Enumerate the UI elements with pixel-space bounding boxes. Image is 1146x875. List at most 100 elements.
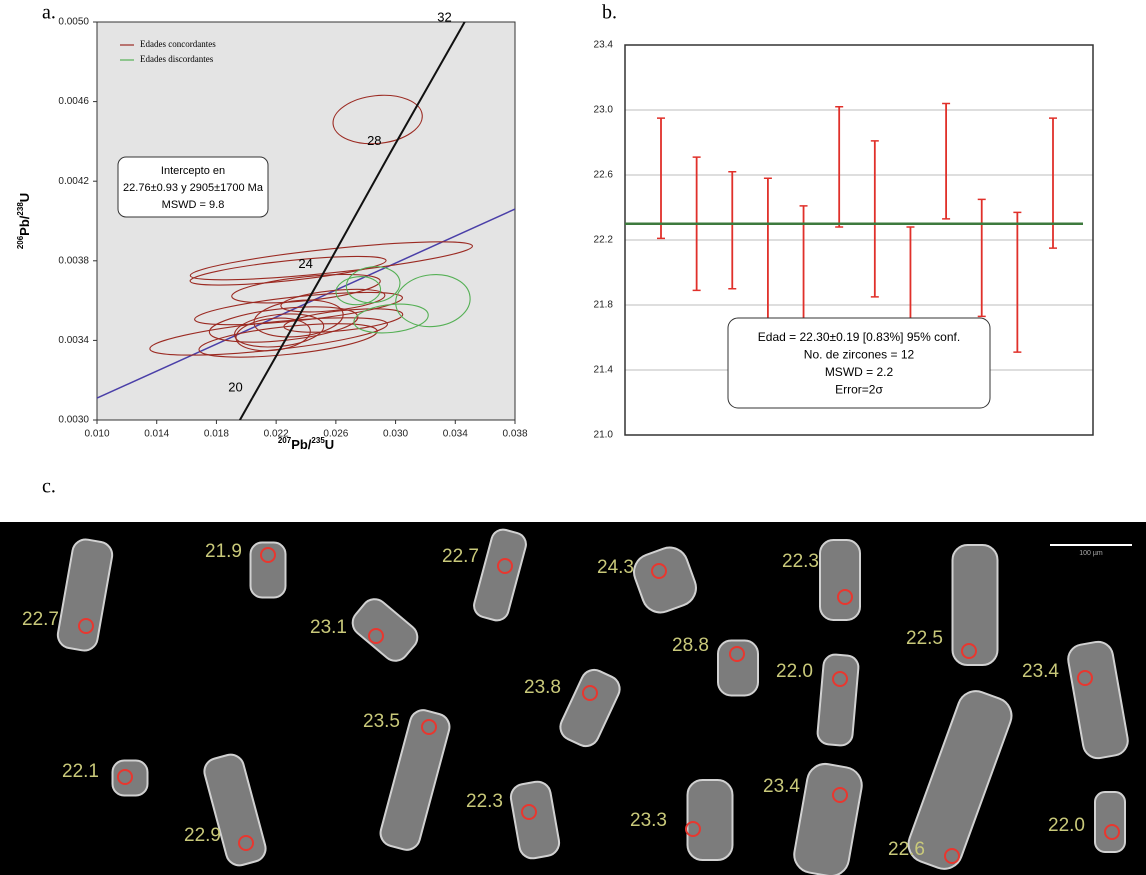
error-ellipse	[332, 94, 423, 145]
x-tick-label: 0.022	[264, 429, 289, 440]
spot-age-label: 22.1	[62, 761, 99, 782]
analysis-spot	[837, 589, 853, 605]
annotation-text: No. de zircones = 12	[804, 348, 915, 362]
error-ellipse	[283, 308, 404, 333]
error-ellipse	[189, 255, 387, 286]
y-tick-label: 23.0	[594, 105, 614, 116]
axis-label-element: Pb/	[17, 215, 32, 236]
plot-a	[97, 22, 515, 420]
spot-age-label: 22.9	[184, 825, 221, 846]
x-tick-label: 0.038	[502, 429, 527, 440]
spot-age-label: 28.8	[672, 635, 709, 656]
zircon-grain	[473, 528, 527, 622]
panel-label: c.	[42, 476, 56, 498]
legend-label: Edades discordantes	[140, 54, 214, 64]
analysis-spot	[497, 558, 513, 574]
analysis-spot	[368, 628, 384, 644]
y-tick-label: 0.0030	[58, 415, 89, 426]
analysis-spot	[78, 618, 94, 634]
y-tick-label: 23.4	[594, 40, 614, 51]
zircon-grain	[509, 780, 561, 860]
x-tick-label: 0.014	[144, 429, 169, 440]
axis-label-mass: 206	[16, 235, 25, 249]
spot-age-label: 23.3	[630, 810, 667, 831]
spot-age-label: 22.5	[906, 628, 943, 649]
panel-label: a.	[42, 2, 56, 24]
axis-label: 206Pb/238U	[16, 193, 32, 249]
error-ellipse	[198, 323, 378, 358]
spot-age-label: 22.0	[776, 661, 813, 682]
annotation-text: MSWD = 9.8	[162, 199, 225, 211]
x-tick-label: 0.026	[323, 429, 348, 440]
zircon-grain	[559, 668, 621, 748]
spot-age-label: 23.8	[524, 677, 561, 698]
legend-label: Edades concordantes	[140, 39, 216, 49]
annotation-text: 22.76±0.93 y 2905±1700 Ma	[123, 182, 264, 194]
analysis-spot	[729, 646, 745, 662]
analysis-spot	[944, 848, 960, 864]
zircon-grain	[379, 709, 451, 851]
y-tick-label: 21.8	[594, 300, 614, 311]
zircon-grain	[351, 598, 419, 662]
analysis-spot	[117, 769, 133, 785]
spot-age-label: 22.0	[1048, 815, 1085, 836]
error-ellipse	[280, 288, 386, 313]
x-tick-label: 0.010	[84, 429, 109, 440]
zircon-grain	[793, 762, 863, 875]
annotation-box	[727, 317, 991, 409]
concordia-age-label: 20	[228, 380, 242, 395]
zircon-grain	[249, 541, 287, 599]
axis-label-mass: 207	[278, 436, 292, 445]
zircon-grain	[686, 779, 734, 861]
analysis-spot	[421, 719, 437, 735]
error-ellipse	[353, 303, 429, 334]
y-tick-label: 21.4	[594, 365, 614, 376]
analysis-spot	[582, 685, 598, 701]
plot-a-background	[97, 22, 515, 420]
x-tick-label: 0.034	[443, 429, 468, 440]
spot-age-label: 22.7	[22, 609, 59, 630]
zircon-grain	[907, 690, 1013, 870]
plot-frame	[624, 44, 1094, 436]
x-tick-label: 0.018	[204, 429, 229, 440]
zircon-grain	[633, 546, 697, 614]
zircon-grain	[816, 653, 860, 747]
analysis-spot	[961, 643, 977, 659]
plot-frame	[96, 21, 516, 421]
panel-label: b.	[602, 2, 617, 24]
zircon-grain	[951, 544, 999, 666]
error-ellipse	[253, 299, 344, 338]
y-tick-label: 22.6	[594, 170, 614, 181]
axis-label-element: U	[325, 437, 334, 452]
scale-bar-label: 100 µm	[1079, 550, 1103, 557]
annotation-text: Error=2σ	[835, 383, 883, 397]
axis-label-element: Pb/	[291, 437, 312, 452]
analysis-spot	[260, 547, 276, 563]
analysis-spot	[521, 804, 537, 820]
analysis-spot	[1104, 824, 1120, 840]
spot-age-label: 23.4	[1022, 661, 1059, 682]
zircon-grain	[111, 759, 149, 797]
analysis-spot	[651, 563, 667, 579]
axis-label-element: U	[17, 193, 32, 202]
annotation-text: MSWD = 2.2	[825, 365, 894, 379]
annotation-text: Edad = 22.30±0.19 [0.83%] 95% conf.	[758, 330, 960, 344]
zircon-grain	[819, 539, 861, 621]
error-ellipse	[189, 241, 473, 281]
spot-age-label: 22.3	[466, 791, 503, 812]
annotation-text: Intercepto en	[161, 165, 225, 177]
spot-age-label: 21.9	[205, 541, 242, 562]
concordia-extension	[460, 22, 466, 29]
spot-age-label: 24.3	[597, 557, 634, 578]
y-tick-label: 22.2	[594, 235, 614, 246]
concordia-age-label: 32	[437, 9, 451, 24]
analysis-spot	[238, 835, 254, 851]
x-tick-label: 0.030	[383, 429, 408, 440]
spot-age-label: 23.4	[763, 776, 800, 797]
error-ellipse	[345, 266, 401, 304]
y-tick-label: 0.0050	[58, 17, 89, 28]
concordia-extension	[238, 397, 254, 420]
axis-label-mass: 238	[16, 202, 25, 216]
spot-age-label: 22.6	[888, 839, 925, 860]
